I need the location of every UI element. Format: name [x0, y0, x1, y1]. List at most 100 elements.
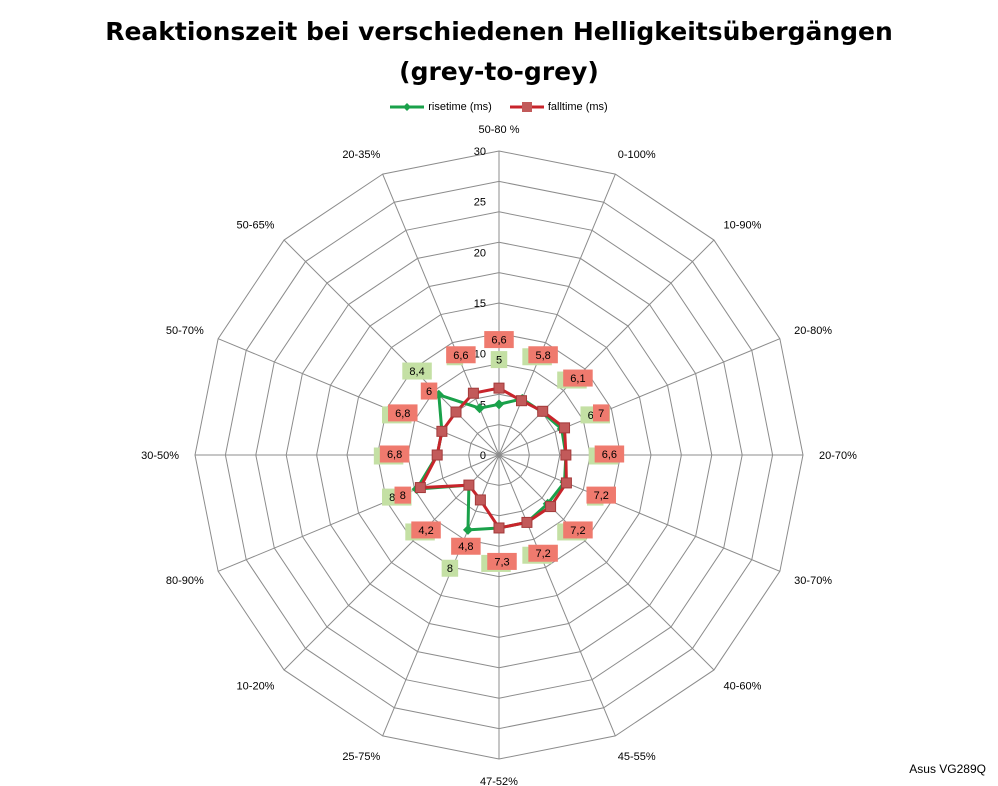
category-label: 30-50%	[141, 450, 179, 462]
falltime-data-label: 6,6	[453, 350, 468, 362]
radar-grid	[194, 150, 804, 760]
monitor-model-label: Asus VG289Q	[909, 762, 986, 776]
category-label: 50-65%	[237, 219, 275, 231]
grid-spoke	[217, 454, 500, 572]
risetime-data-label-bg	[490, 351, 508, 369]
falltime-data-label: 6	[426, 386, 432, 398]
legend-item-rise: risetime (ms)	[390, 101, 492, 113]
grid-spoke	[283, 239, 500, 456]
falltime-point	[493, 382, 505, 394]
falltime-data-label-bg	[563, 369, 593, 387]
falltime-data-label: 6,8	[387, 449, 402, 461]
risetime-data-label: 5	[496, 355, 502, 367]
falltime-data-label: 7,2	[594, 490, 609, 502]
data-labels: 6,655,85,86,26,16,776,66,677,26,97,27,37…	[373, 331, 625, 577]
falltime-data-label: 7,3	[494, 556, 509, 568]
category-label: 10-20%	[237, 681, 275, 693]
risetime-point	[462, 524, 473, 535]
falltime-data-label-bg	[420, 382, 438, 400]
falltime-data-label: 5,8	[535, 350, 550, 362]
grid-spoke	[498, 338, 781, 456]
category-label: 50-70%	[166, 325, 204, 337]
falltime-point	[474, 494, 486, 506]
falltime-data-label: 6,6	[602, 449, 617, 461]
falltime-data-label-bg	[446, 346, 476, 364]
legend-rise-marker-icon	[390, 103, 425, 111]
falltime-point	[560, 477, 572, 489]
falltime-data-label: 6,8	[395, 408, 410, 420]
falltime-point	[545, 501, 557, 513]
falltime-point	[515, 395, 527, 407]
falltime-data-label-bg	[592, 404, 610, 422]
chart-title: Reaktionszeit bei verschiedenen Helligke…	[0, 12, 998, 92]
falltime-point	[560, 449, 572, 461]
risetime-point	[474, 403, 485, 414]
radial-tick-label: 25	[474, 197, 486, 209]
category-label: 45-55%	[618, 751, 656, 763]
risetime-data-label-bg	[441, 559, 459, 577]
category-label: 0-100%	[618, 149, 656, 161]
falltime-data-label: 4,2	[418, 525, 433, 537]
falltime-point	[414, 482, 426, 494]
falltime-point	[493, 522, 505, 534]
grid-spoke	[498, 454, 715, 671]
falltime-data-label-bg	[451, 537, 481, 555]
grid-spoke	[498, 239, 715, 456]
legend-fall-marker-icon	[509, 102, 544, 112]
radial-tick-label: 5	[480, 399, 486, 411]
falltime-data-label: 8	[400, 490, 406, 502]
falltime-data-label: 6,6	[491, 335, 506, 347]
falltime-point	[559, 422, 571, 434]
risetime-point	[494, 399, 504, 410]
legend: risetime (ms) falltime (ms)	[0, 101, 998, 113]
falltime-data-label-bg	[586, 486, 616, 504]
falltime-data-label-bg	[379, 445, 410, 463]
falltime-point	[431, 449, 443, 461]
radial-tick-label: 10	[474, 349, 486, 361]
radial-tick-label: 30	[474, 146, 486, 158]
grid-spoke	[217, 338, 500, 456]
falltime-point	[521, 516, 533, 528]
chart-subtitle: (grey-to-grey)	[399, 57, 599, 86]
falltime-data-label-bg	[411, 521, 441, 539]
falltime-data-label: 7	[598, 408, 604, 420]
category-label: 80-90%	[166, 575, 204, 587]
falltime-data-label-bg	[394, 486, 412, 504]
grid-spoke	[283, 454, 500, 671]
category-label: 50-80 %	[479, 124, 520, 136]
category-labels: 50-80 % 0-100% 10-90% 20-80% 20-70% 30-70% 40-…	[141, 124, 857, 786]
falltime-point	[450, 406, 462, 418]
radial-tick-label: 0	[480, 450, 486, 462]
grid-spoke	[498, 454, 781, 572]
chart-title-line: Reaktionszeit bei verschiedenen Helligke…	[105, 17, 893, 46]
falltime-data-label: 4,8	[458, 541, 473, 553]
falltime-data-label-bg	[388, 404, 418, 422]
risetime-data-label-bg	[402, 362, 432, 380]
legend-rise-label: risetime (ms)	[428, 101, 492, 113]
category-label: 20-80%	[794, 325, 832, 337]
category-label: 30-70%	[794, 575, 832, 587]
falltime-point	[436, 425, 448, 437]
category-label: 40-60%	[724, 681, 762, 693]
radial-tick-labels: 0 5 10 15 20 25 30	[474, 146, 486, 462]
category-label: 25-75%	[342, 751, 380, 763]
falltime-point	[467, 387, 479, 399]
falltime-series	[414, 382, 572, 534]
falltime-point	[537, 405, 549, 417]
falltime-data-label-bg	[528, 346, 558, 364]
falltime-data-label-bg	[594, 445, 625, 463]
falltime-data-label-bg	[487, 552, 517, 570]
falltime-data-label-bg	[484, 331, 514, 349]
category-label: 10-90%	[724, 219, 762, 231]
risetime-data-label: 8,4	[409, 366, 424, 378]
falltime-data-label: 6,1	[570, 373, 585, 385]
grid-spoke	[498, 173, 616, 456]
falltime-data-label: 7,2	[535, 548, 550, 560]
category-label: 20-70%	[819, 450, 857, 462]
radial-tick-label: 15	[474, 298, 486, 310]
falltime-data-label: 7,2	[570, 525, 585, 537]
radial-tick-label: 20	[474, 247, 486, 259]
falltime-data-label-bg	[563, 521, 593, 539]
risetime-data-label: 8	[447, 563, 453, 575]
